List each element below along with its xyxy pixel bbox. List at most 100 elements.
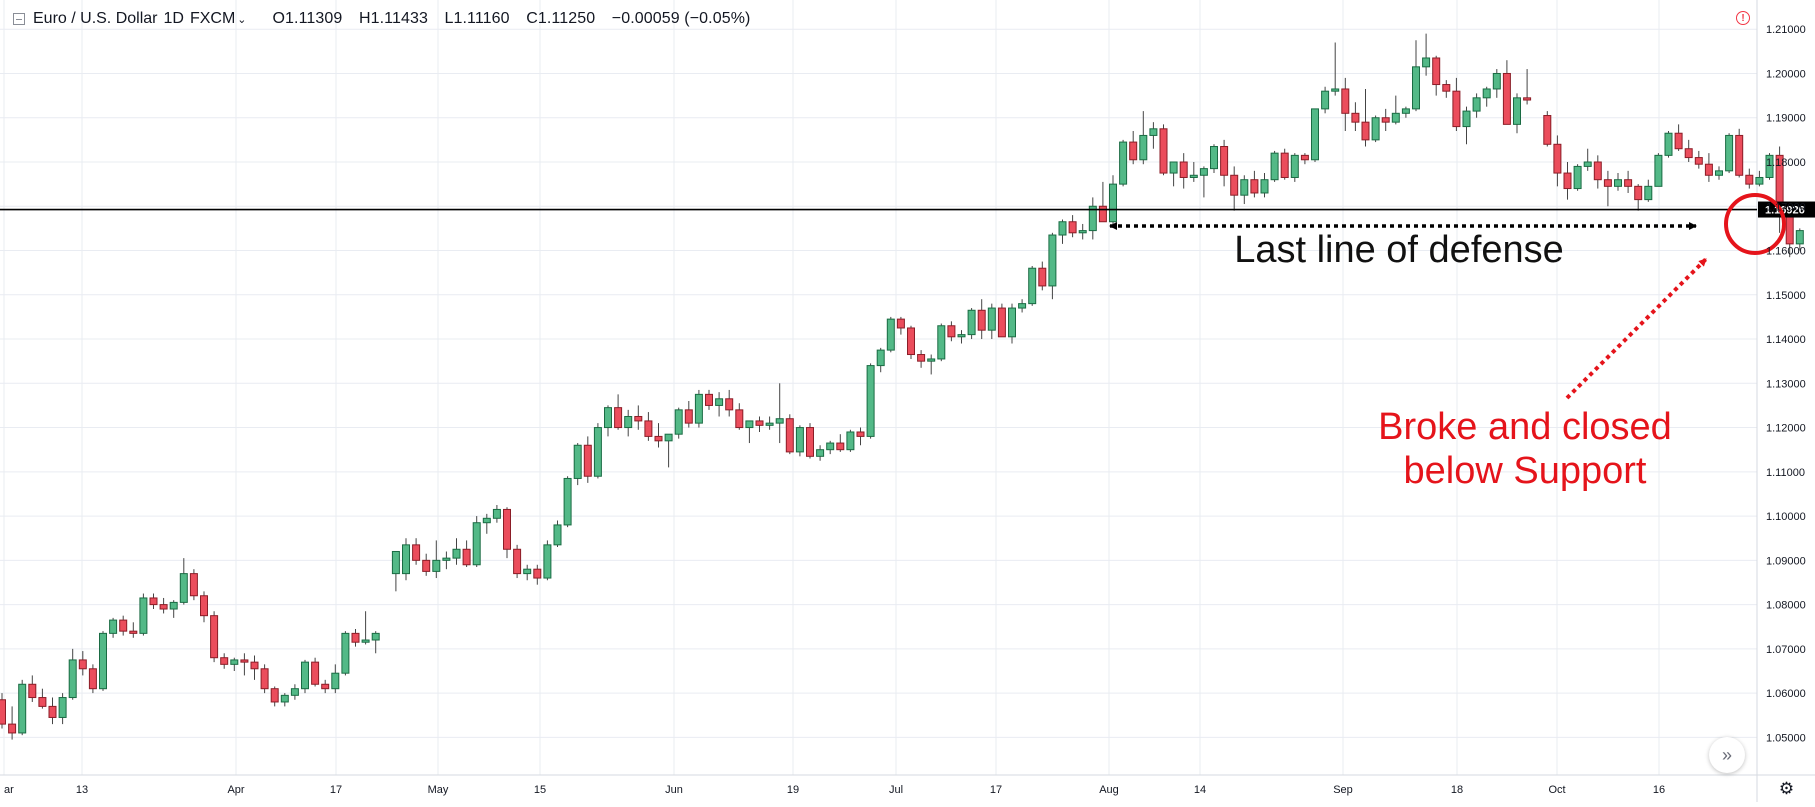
candle xyxy=(1129,131,1138,165)
candle xyxy=(301,659,309,694)
candle xyxy=(462,540,471,567)
candle xyxy=(109,617,118,638)
symbol-name[interactable]: Euro / U.S. Dollar xyxy=(33,10,158,27)
candle xyxy=(725,389,734,417)
candle xyxy=(1321,86,1330,114)
candle xyxy=(1624,170,1633,193)
collapse-icon[interactable] xyxy=(13,13,25,25)
candle xyxy=(1230,166,1239,211)
interval-label[interactable]: 1D xyxy=(163,10,184,27)
candle xyxy=(1189,161,1198,182)
candle xyxy=(816,445,825,461)
gear-icon[interactable]: ⚙ xyxy=(1778,778,1795,798)
y-tick-label: 1.14000 xyxy=(1766,334,1806,346)
candle xyxy=(1280,148,1289,180)
candle xyxy=(1331,42,1340,96)
x-tick-label: 19 xyxy=(787,784,799,796)
y-tick-label: 1.09000 xyxy=(1766,555,1806,567)
candle xyxy=(1220,139,1229,187)
candle xyxy=(48,697,57,725)
candle xyxy=(129,622,138,638)
candle xyxy=(78,651,87,676)
candle xyxy=(583,436,592,483)
candles xyxy=(0,33,1804,740)
candle xyxy=(1210,144,1218,174)
candle xyxy=(604,405,612,437)
candle xyxy=(1644,179,1653,202)
candle xyxy=(1725,133,1734,174)
candle xyxy=(705,389,713,410)
candle xyxy=(179,558,188,605)
candle xyxy=(1088,197,1097,240)
candle xyxy=(856,427,865,446)
candle xyxy=(290,684,299,700)
candle xyxy=(422,553,431,576)
x-tick-label: ar xyxy=(4,784,14,796)
candle xyxy=(311,657,320,687)
candle xyxy=(997,303,1006,338)
alert-icon[interactable]: ! xyxy=(1736,11,1750,25)
x-tick-label: 16 xyxy=(1653,784,1665,796)
candle xyxy=(1563,161,1572,200)
candle xyxy=(492,505,501,523)
candle xyxy=(442,551,451,570)
candle xyxy=(684,400,693,428)
candle xyxy=(563,476,572,528)
candle xyxy=(58,693,67,725)
x-tick-label: 17 xyxy=(330,784,342,796)
candle xyxy=(472,516,481,567)
candle xyxy=(18,679,27,736)
close-value: C1.11250 xyxy=(526,10,596,27)
candle xyxy=(1573,164,1582,191)
candle xyxy=(88,664,97,694)
candle xyxy=(1432,55,1441,96)
candle xyxy=(1654,153,1663,187)
y-tick-label: 1.17000 xyxy=(1766,201,1806,213)
candle xyxy=(876,347,885,373)
candle xyxy=(1634,184,1643,211)
candle xyxy=(664,433,673,468)
exchange-label[interactable]: FXCM xyxy=(189,10,236,27)
candle xyxy=(987,303,996,340)
x-tick-label: Apr xyxy=(227,784,244,796)
candle xyxy=(159,597,168,614)
breakout-highlight-circle xyxy=(1724,193,1786,255)
high-value: H1.11433 xyxy=(358,10,428,27)
candle xyxy=(1412,40,1420,112)
candle xyxy=(482,513,491,534)
y-tick-label: 1.10000 xyxy=(1766,511,1806,523)
candle xyxy=(715,392,724,417)
candle xyxy=(1614,173,1622,191)
breakout-arrow xyxy=(1565,257,1708,400)
candle xyxy=(1715,166,1723,180)
y-tick-label: 1.07000 xyxy=(1766,644,1806,656)
y-tick-label: 1.06000 xyxy=(1766,688,1806,700)
symbol-header: Euro / U.S. Dollar 1D FXCM ⌄ O1.11309 H1… xyxy=(0,0,1757,38)
scroll-to-realtime-button[interactable]: » xyxy=(1709,737,1745,773)
x-tick-label: Sep xyxy=(1333,784,1353,796)
candle xyxy=(917,350,926,368)
candle xyxy=(1442,80,1451,98)
candle xyxy=(412,538,421,565)
candle xyxy=(1553,135,1562,187)
candle xyxy=(503,507,511,559)
candle xyxy=(886,316,895,353)
candle xyxy=(341,631,350,676)
candle xyxy=(28,675,37,702)
candle xyxy=(1502,60,1511,125)
candle xyxy=(1745,168,1754,189)
candle xyxy=(1179,153,1188,189)
low-value: L1.11160 xyxy=(444,10,510,27)
candle xyxy=(523,564,532,581)
y-tick-label: 1.20000 xyxy=(1766,68,1806,80)
candle xyxy=(200,591,208,623)
candle xyxy=(573,443,582,486)
chevron-down-icon[interactable]: ⌄ xyxy=(237,13,247,26)
candle xyxy=(1694,150,1703,169)
candle xyxy=(1603,170,1612,207)
candle xyxy=(1371,115,1380,143)
x-tick-label: Jun xyxy=(665,784,683,796)
